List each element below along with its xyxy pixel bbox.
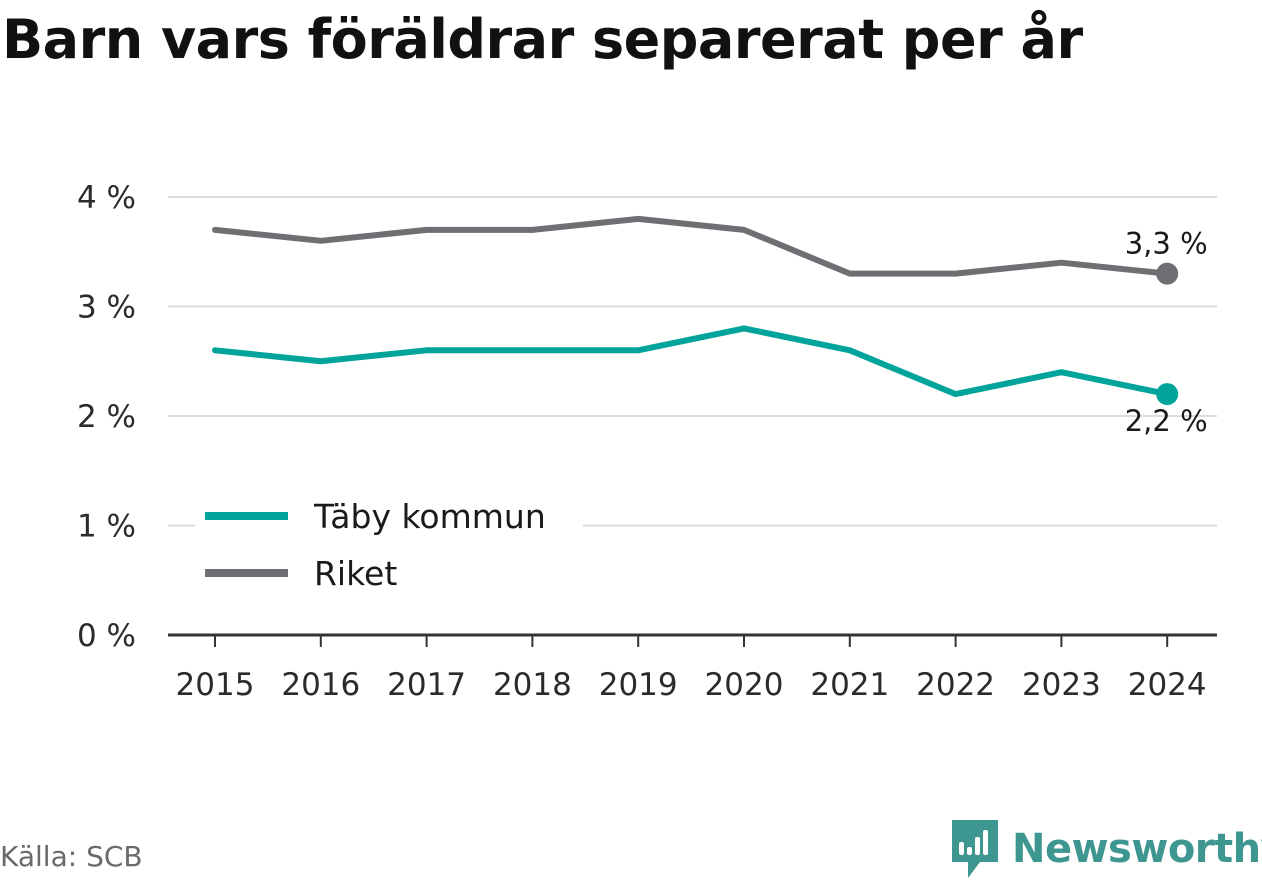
y-tick-label: 3 %: [77, 290, 136, 326]
brand-name: Newsworthy: [1012, 826, 1262, 872]
series-lines: [212, 215, 1179, 406]
series-line: [212, 325, 1171, 398]
legend-label: Riket: [314, 554, 397, 593]
x-tick-label: 2016: [281, 667, 360, 703]
x-tick-label: 2023: [1022, 667, 1101, 703]
end-labels: 2,2 % 3,3 %: [1125, 227, 1208, 438]
x-tick-label: 2015: [176, 667, 255, 703]
legend-label: Täby kommun: [313, 497, 546, 536]
x-tick-label: 2017: [387, 667, 466, 703]
series-line: [212, 215, 1171, 277]
x-tick-label: 2018: [493, 667, 572, 703]
end-value-label: 2,2 %: [1125, 404, 1208, 438]
y-tick-label: 0 %: [77, 618, 136, 654]
x-tick-label: 2022: [916, 667, 995, 703]
x-tick-label: 2020: [705, 667, 784, 703]
end-value-label: 3,3 %: [1125, 227, 1208, 261]
y-tick-label: 4 %: [77, 180, 136, 216]
x-tick-label: 2024: [1128, 667, 1207, 703]
legend: Täby kommun Riket: [195, 492, 583, 600]
x-axis-ticks: 2015 2016 2017 2018 2019 2020 2021 2022 2023 2024: [168, 633, 1217, 703]
brand-logo: Newsworthy: [950, 818, 1262, 880]
y-tick-label: 1 %: [77, 509, 136, 545]
legend-background: [195, 492, 583, 600]
chart-title: Barn vars föräldrar separerat per år: [2, 8, 1083, 71]
y-axis-ticks: 0 % 1 % 2 % 3 % 4 %: [77, 180, 136, 654]
x-tick-label: 2021: [810, 667, 889, 703]
y-tick-label: 2 %: [77, 399, 136, 435]
end-point-marker: [1156, 262, 1179, 285]
end-point-marker: [1156, 383, 1179, 406]
newsworthy-logo-icon: [952, 820, 998, 878]
x-tick-label: 2019: [599, 667, 678, 703]
source-note: Källa: SCB: [0, 840, 143, 873]
